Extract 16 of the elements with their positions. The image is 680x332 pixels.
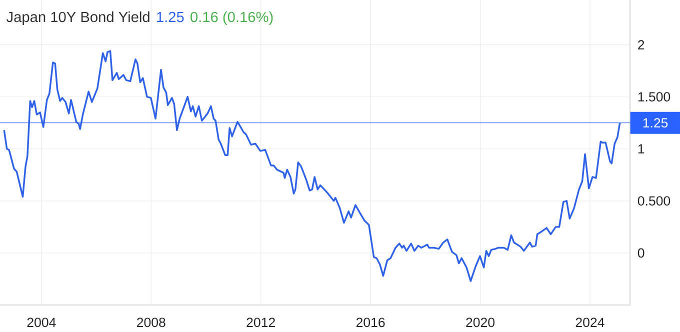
y-tick-label: 1 bbox=[638, 144, 644, 154]
text: Japan 10Y Bond Yield bbox=[6, 11, 150, 26]
x-tick-label: 2008 bbox=[137, 318, 166, 328]
y-tick-label: 2 bbox=[638, 40, 644, 50]
annotation: 1.25 bbox=[157, 12, 184, 22]
x-tick-label: 2016 bbox=[356, 318, 385, 328]
x-tick-label: 2024 bbox=[576, 318, 604, 328]
y-tick-label: 0.500 bbox=[638, 196, 670, 206]
y-tick-label: 0 bbox=[638, 248, 644, 258]
x-tick-label: 2004 bbox=[27, 318, 56, 328]
y-tick-label: 1.500 bbox=[638, 92, 670, 102]
annotation: 0.16 (0.16%) bbox=[190, 11, 273, 26]
line-series bbox=[3, 50, 621, 282]
x-tick-label: 2012 bbox=[246, 318, 275, 328]
ref-line-label: 1.25 bbox=[643, 118, 668, 128]
x-tick-label: 2020 bbox=[466, 318, 495, 328]
